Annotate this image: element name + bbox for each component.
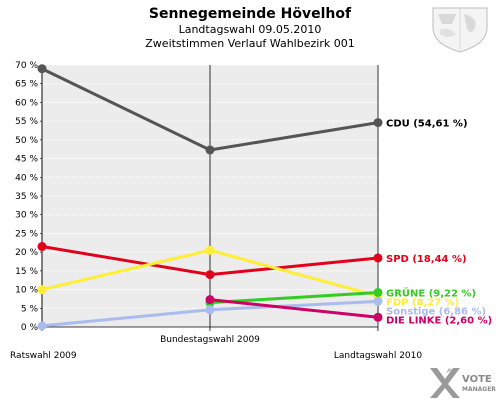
- data-point-fdp: [37, 285, 47, 295]
- end-label-spd: SPD (18,44 %): [386, 254, 467, 265]
- coat-of-arms-icon: [432, 7, 488, 53]
- logo-text-vote: VOTE: [462, 374, 492, 385]
- data-point-cdu: [205, 145, 215, 155]
- end-label-die-linke: DIE LINKE (2,60 %): [386, 315, 492, 326]
- y-tick-label: 70 %: [15, 61, 38, 71]
- end-label-gr-ne: GRÜNE (9,22 %): [386, 285, 476, 299]
- x-tick-label: Bundestagswahl 2009: [160, 335, 260, 345]
- end-label-sonstige: Sonstige (6,86 %): [386, 306, 486, 317]
- series-group: [37, 64, 383, 331]
- y-tick-label: 20 %: [15, 248, 38, 258]
- logo-x-icon: [430, 368, 460, 398]
- y-tick-label: 60 %: [15, 98, 38, 108]
- data-point-cdu: [37, 64, 47, 74]
- data-point-sonstige: [37, 321, 47, 331]
- chart-title: Sennegemeinde Hövelhof: [149, 6, 352, 22]
- y-tick-label: 30 %: [15, 211, 38, 221]
- data-point-gr-ne: [373, 287, 383, 297]
- y-tick-label: 55 %: [15, 117, 38, 127]
- y-tick-label: 10 %: [15, 286, 38, 296]
- chart-subtitle-date: Landtagswahl 09.05.2010: [179, 23, 322, 36]
- y-tick-label: 5 %: [21, 304, 39, 314]
- data-point-sonstige: [205, 305, 215, 315]
- data-point-spd: [205, 270, 215, 280]
- logo-text-manager: MANAGER: [462, 386, 496, 393]
- x-tick-label: Landtagswahl 2010: [334, 351, 423, 361]
- y-tick-label: 0 %: [21, 323, 39, 333]
- vote-manager-logo: VOTE MANAGER: [430, 368, 496, 398]
- end-label-fdp: FDP (8,27 %): [386, 297, 459, 308]
- y-tick-label: 35 %: [15, 192, 38, 202]
- chart-subtitle-description: Zweitstimmen Verlauf Wahlbezirk 001: [145, 37, 354, 50]
- y-tick-label: 25 %: [15, 229, 38, 239]
- data-point-fdp: [205, 245, 215, 255]
- y-tick-label: 50 %: [15, 136, 38, 146]
- data-point-die-linke: [205, 295, 215, 305]
- y-axis: 0 % 5 % 10 % 15 % 20 % 25 % 30 % 35 % 40 % 45 % 50…: [15, 61, 43, 333]
- y-tick-label: 40 %: [15, 173, 38, 183]
- series-line-gr-ne: [209, 290, 379, 305]
- data-point-sonstige: [373, 296, 383, 306]
- data-point-die-linke: [373, 312, 383, 322]
- data-point-spd: [373, 253, 383, 263]
- y-tick-label: 45 %: [15, 155, 38, 165]
- y-tick-label: 65 %: [15, 80, 38, 90]
- x-tick-label: Ratswahl 2009: [10, 351, 77, 361]
- data-point-spd: [37, 242, 47, 252]
- data-point-cdu: [373, 118, 383, 128]
- end-labels: CDU (54,61 %) SPD (18,44 %) GRÜNE (9,22 %)…: [386, 119, 492, 327]
- series-line-die-linke: [209, 298, 379, 319]
- x-axis: Ratswahl 2009 Bundestagswahl 2009 Landtags…: [10, 65, 422, 361]
- y-tick-label: 15 %: [15, 267, 38, 277]
- end-label-cdu: CDU (54,61 %): [386, 119, 468, 130]
